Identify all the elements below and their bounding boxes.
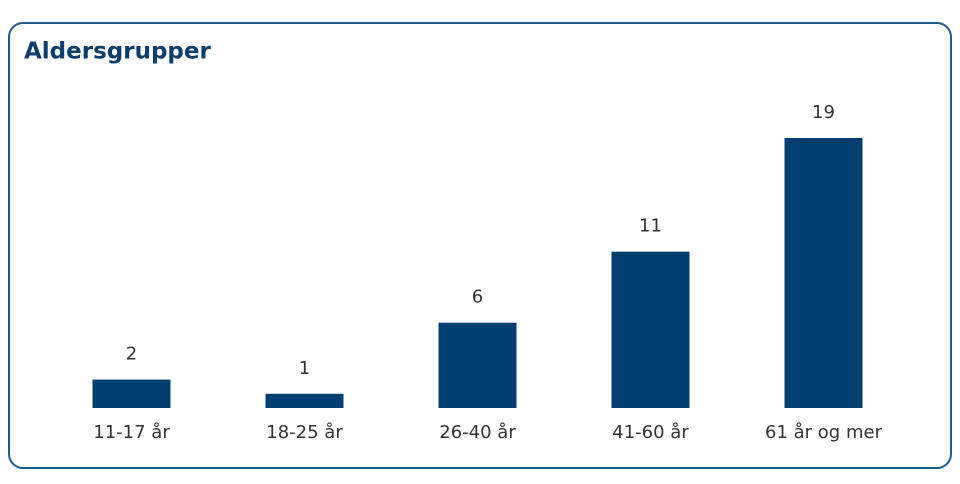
value-label: 19 [812,102,835,123]
value-label: 1 [299,358,310,379]
x-tick-label: 26-40 år [439,422,516,443]
x-tick-label: 11-17 år [93,422,170,443]
x-tick-label: 18-25 år [266,422,343,443]
value-label: 2 [126,344,137,365]
x-tick-label: 61 år og mer [765,422,883,443]
chart-frame [8,22,952,469]
x-tick-label: 41-60 år [612,422,689,443]
value-label: 6 [472,287,483,308]
chart-title: Aldersgrupper [24,39,211,65]
bar [265,393,344,408]
bar [438,322,517,408]
bar [784,138,863,408]
value-label: 11 [639,216,662,237]
bar [92,379,171,408]
bar [611,251,690,408]
